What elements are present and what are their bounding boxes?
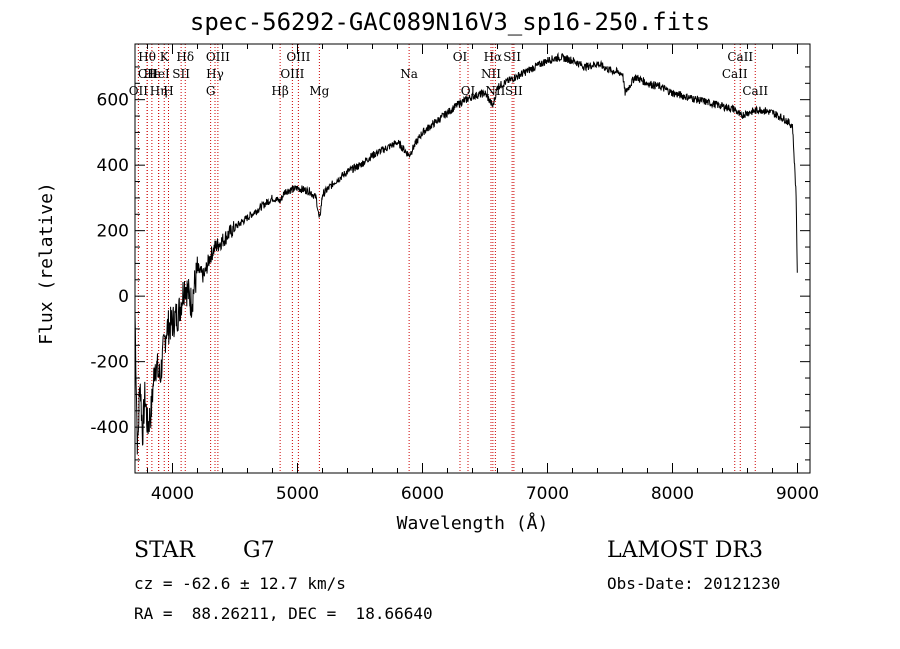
spectral-line-label: SII bbox=[172, 67, 190, 81]
y-tick-label: 600 bbox=[97, 91, 129, 111]
spectral-line-label: G bbox=[206, 84, 216, 98]
spectral-line-label: Mg bbox=[309, 84, 329, 98]
survey-name: LAMOST DR3 bbox=[607, 538, 763, 563]
spectral-line-label: SII bbox=[505, 84, 523, 98]
spectral-line-label: CaII bbox=[727, 50, 753, 64]
spectral-line-label: Hε bbox=[144, 67, 161, 81]
spectrum-flux-line bbox=[134, 52, 798, 455]
y-tick-label: 200 bbox=[97, 222, 129, 242]
spectral-line-label: CaII bbox=[722, 67, 748, 81]
spectral-line-label: OIII bbox=[286, 50, 310, 64]
spectral-line-label: NII bbox=[481, 67, 501, 81]
x-tick-label: 6000 bbox=[401, 484, 444, 504]
x-tick-label: 8000 bbox=[651, 484, 694, 504]
y-tick-label: -400 bbox=[90, 418, 129, 438]
spectral-line-label: Na bbox=[400, 67, 418, 81]
spectral-line-label: Hη bbox=[150, 84, 168, 98]
chart-title: spec-56292-GAC089N16V3_sp16-250.fits bbox=[189, 8, 711, 36]
spectral-line-label: H bbox=[163, 84, 173, 98]
redshift-text: cz = -62.6 ± 12.7 km/s bbox=[134, 574, 346, 593]
x-tick-label: 9000 bbox=[776, 484, 819, 504]
spectral-line-label: SII bbox=[503, 50, 521, 64]
spectral-line-label: OIII bbox=[206, 50, 230, 64]
spectral-line-label: K bbox=[160, 50, 170, 64]
spectral-line-label: Hγ bbox=[206, 67, 224, 81]
object-class: STAR bbox=[134, 538, 195, 563]
x-tick-label: 4000 bbox=[151, 484, 194, 504]
spectral-line-label: OIII bbox=[280, 67, 304, 81]
spectral-line-label: OII bbox=[129, 84, 149, 98]
plot-frame bbox=[134, 43, 811, 474]
spectral-line-label: Hδ bbox=[176, 50, 194, 64]
obs-date-text: Obs-Date: 20121230 bbox=[607, 574, 781, 593]
y-tick-label: 400 bbox=[97, 156, 129, 176]
spectral-line-label: Hα bbox=[484, 50, 503, 64]
x-tick-label: 5000 bbox=[276, 484, 319, 504]
x-axis-label: Wavelength (Å) bbox=[397, 512, 549, 534]
y-axis-label: Flux (relative) bbox=[36, 182, 57, 345]
y-tick-label: 0 bbox=[118, 287, 129, 307]
spectral-line-label: CaII bbox=[742, 84, 768, 98]
coordinates-text: RA = 88.26211, DEC = 18.66640 bbox=[134, 604, 433, 623]
spectral-line-label: Hβ bbox=[271, 84, 288, 98]
x-tick-label: 7000 bbox=[526, 484, 569, 504]
y-tick-label: -200 bbox=[90, 353, 129, 373]
spectral-line-label: OI bbox=[453, 50, 468, 64]
object-subclass: G7 bbox=[243, 538, 275, 563]
